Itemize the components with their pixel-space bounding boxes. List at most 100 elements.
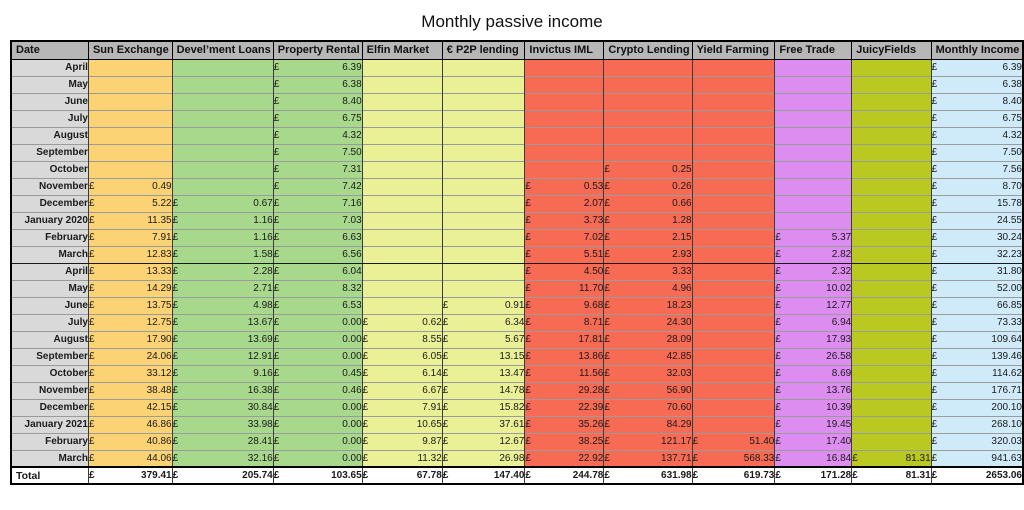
cell-sun_exchange[interactable]: £7.91: [87, 228, 173, 246]
cell-juicyfields[interactable]: [851, 109, 932, 127]
cell-develment_loans[interactable]: [171, 109, 274, 127]
column-header-invictus_iml[interactable]: Invictus IML: [524, 40, 605, 60]
cell-yield_farming[interactable]: [691, 58, 775, 76]
column-header-free_trade[interactable]: Free Trade: [774, 40, 853, 60]
cell-p2p_lending[interactable]: [441, 160, 525, 178]
cell-yield_farming[interactable]: [691, 415, 775, 433]
cell-sun_exchange[interactable]: £40.86: [87, 432, 173, 450]
cell-property_rental[interactable]: £6.75: [272, 109, 363, 127]
cell-monthly_income[interactable]: £6.75: [930, 109, 1023, 127]
cell-elfin_market[interactable]: [361, 126, 443, 144]
cell-yield_farming[interactable]: [691, 313, 775, 331]
cell-p2p_lending[interactable]: [441, 92, 525, 110]
cell-sun_exchange[interactable]: £17.90: [87, 330, 173, 348]
cell-free_trade[interactable]: £26.58: [774, 347, 852, 365]
cell-invictus_iml[interactable]: £5.51: [524, 245, 604, 264]
row-date-cell[interactable]: May: [10, 75, 89, 93]
cell-free_trade[interactable]: £10.02: [774, 279, 852, 297]
cell-develment_loans[interactable]: [171, 143, 274, 161]
cell-yield_farming[interactable]: [691, 398, 775, 416]
row-date-cell[interactable]: September: [10, 347, 89, 365]
cell-develment_loans[interactable]: £32.16: [171, 449, 274, 467]
cell-yield_farming[interactable]: [691, 296, 775, 314]
cell-sun_exchange[interactable]: £13.75: [87, 296, 173, 314]
cell-free_trade[interactable]: £13.76: [774, 381, 852, 399]
cell-develment_loans[interactable]: £33.98: [171, 415, 274, 433]
column-header-yield_farming[interactable]: Yield Farming: [691, 40, 776, 60]
cell-crypto_lending[interactable]: £42.85: [603, 347, 693, 365]
cell-monthly_income[interactable]: £176.71: [930, 381, 1023, 399]
cell-develment_loans[interactable]: £9.16: [171, 364, 274, 382]
cell-yield_farming[interactable]: [691, 177, 775, 195]
cell-elfin_market[interactable]: £6.14: [361, 364, 443, 382]
cell-p2p_lending[interactable]: £26.98: [441, 449, 525, 467]
cell-sun_exchange[interactable]: £42.15: [87, 398, 173, 416]
cell-develment_loans[interactable]: £16.38: [171, 381, 274, 399]
cell-sun_exchange[interactable]: £12.75: [87, 313, 173, 331]
cell-property_rental[interactable]: £0.00: [272, 330, 363, 348]
cell-crypto_lending[interactable]: £56.90: [603, 381, 693, 399]
cell-crypto_lending[interactable]: [603, 143, 693, 161]
cell-elfin_market[interactable]: £9.87: [361, 432, 443, 450]
cell-elfin_market[interactable]: [361, 75, 443, 93]
cell-crypto_lending[interactable]: £121.17: [603, 432, 693, 450]
cell-free_trade[interactable]: £5.37: [774, 228, 852, 246]
row-date-cell[interactable]: September: [10, 143, 89, 161]
total-label-cell[interactable]: Total: [10, 466, 89, 484]
row-date-cell[interactable]: July: [10, 313, 89, 331]
cell-crypto_lending[interactable]: £2.93: [603, 245, 693, 264]
cell-monthly_income[interactable]: £8.70: [930, 177, 1023, 195]
row-date-cell[interactable]: February: [10, 432, 89, 450]
cell-monthly_income[interactable]: £2653.06: [930, 466, 1023, 484]
cell-yield_farming[interactable]: [691, 364, 775, 382]
cell-sun_exchange[interactable]: £0.49: [87, 177, 173, 195]
cell-juicyfields[interactable]: [851, 364, 932, 382]
cell-property_rental[interactable]: £7.31: [272, 160, 363, 178]
cell-monthly_income[interactable]: £32.23: [930, 245, 1023, 264]
cell-yield_farming[interactable]: [691, 211, 775, 229]
cell-monthly_income[interactable]: £7.56: [930, 160, 1023, 178]
cell-elfin_market[interactable]: [361, 160, 443, 178]
cell-yield_farming[interactable]: [691, 109, 775, 127]
cell-monthly_income[interactable]: £268.10: [930, 415, 1023, 433]
cell-crypto_lending[interactable]: £18.23: [603, 296, 693, 314]
cell-develment_loans[interactable]: £30.84: [171, 398, 274, 416]
cell-juicyfields[interactable]: [851, 143, 932, 161]
cell-develment_loans[interactable]: £4.98: [171, 296, 274, 314]
cell-free_trade[interactable]: £10.39: [774, 398, 852, 416]
cell-monthly_income[interactable]: £200.10: [930, 398, 1023, 416]
cell-crypto_lending[interactable]: [603, 58, 693, 76]
cell-p2p_lending[interactable]: [441, 143, 525, 161]
row-date-cell[interactable]: December: [10, 398, 89, 416]
cell-juicyfields[interactable]: [851, 262, 932, 280]
cell-property_rental[interactable]: £6.53: [272, 296, 363, 314]
cell-elfin_market[interactable]: £6.05: [361, 347, 443, 365]
cell-crypto_lending[interactable]: [603, 126, 693, 144]
cell-invictus_iml[interactable]: £22.39: [524, 398, 604, 416]
cell-sun_exchange[interactable]: £46.86: [87, 415, 173, 433]
cell-invictus_iml[interactable]: [524, 109, 604, 127]
cell-develment_loans[interactable]: £2.71: [171, 279, 274, 297]
cell-property_rental[interactable]: £7.03: [272, 211, 363, 229]
cell-monthly_income[interactable]: £6.38: [930, 75, 1023, 93]
cell-free_trade[interactable]: [774, 92, 852, 110]
cell-free_trade[interactable]: £8.69: [774, 364, 852, 382]
column-header-juicyfields[interactable]: JuicyFields: [851, 40, 932, 60]
cell-property_rental[interactable]: £8.32: [272, 279, 363, 297]
cell-elfin_market[interactable]: £7.91: [361, 398, 443, 416]
cell-crypto_lending[interactable]: [603, 92, 693, 110]
cell-sun_exchange[interactable]: [87, 92, 173, 110]
cell-crypto_lending[interactable]: £24.30: [603, 313, 693, 331]
cell-develment_loans[interactable]: £13.67: [171, 313, 274, 331]
cell-juicyfields[interactable]: [851, 58, 932, 76]
cell-develment_loans[interactable]: £0.67: [171, 194, 274, 212]
cell-elfin_market[interactable]: [361, 262, 443, 280]
cell-crypto_lending[interactable]: £3.33: [603, 262, 693, 280]
cell-yield_farming[interactable]: [691, 381, 775, 399]
cell-sun_exchange[interactable]: [87, 126, 173, 144]
cell-juicyfields[interactable]: [851, 432, 932, 450]
cell-free_trade[interactable]: [774, 75, 852, 93]
cell-p2p_lending[interactable]: [441, 109, 525, 127]
cell-invictus_iml[interactable]: [524, 126, 604, 144]
cell-monthly_income[interactable]: £4.32: [930, 126, 1023, 144]
